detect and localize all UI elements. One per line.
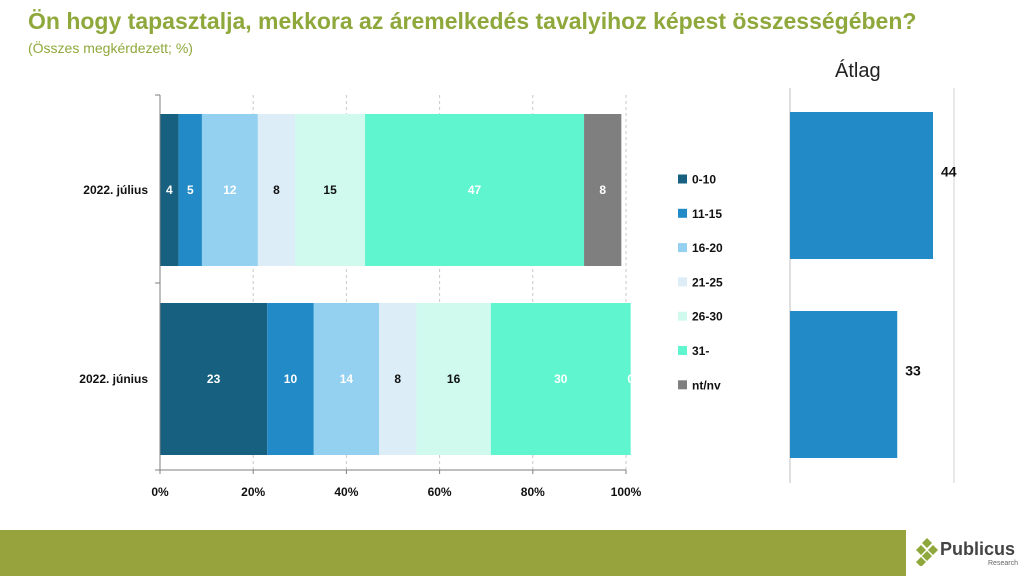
bar-segment [313,303,380,455]
bar-segment [201,114,258,266]
average-value-label: 44 [941,164,957,180]
bar-segment [490,303,631,455]
publicus-logo-wordmark: Publicus [940,539,1016,559]
legend-label: 31- [692,344,709,358]
bar-segment [160,114,179,266]
data-label: 23 [207,372,221,386]
bar-segment [267,303,314,455]
data-label: 10 [284,372,298,386]
average-chart-title: Átlag [835,60,881,82]
category-label: 2022. június [79,372,148,386]
legend-label: 0-10 [692,173,716,187]
legend-swatch [678,174,687,184]
footer-band [0,530,1024,576]
legend-swatch [678,208,687,218]
bar-segment [295,114,366,266]
x-tick-label: 40% [334,485,358,499]
bar-segment [365,114,585,266]
legend-swatch [678,346,687,355]
legend-label: 16-20 [692,241,723,255]
bar-segment [584,114,622,266]
x-tick-label: 80% [521,485,545,499]
data-label: 8 [273,183,280,197]
bar-segment [257,114,296,266]
legend-label: 21-25 [692,275,723,289]
data-label: 16 [447,372,461,386]
chart-subtitle: (Összes megkérdezett; %) [28,40,193,56]
data-label: 30 [554,372,568,386]
data-label: 14 [340,372,354,386]
bar-segment [178,114,202,266]
x-tick-label: 60% [428,485,452,499]
bar-segment [416,303,491,455]
publicus-logo: Publicus Research [906,530,1024,576]
data-label: 4 [166,183,173,197]
data-label: 15 [323,183,337,197]
data-label: 8 [599,183,606,197]
average-bar [790,112,933,259]
x-tick-label: 20% [241,485,265,499]
publicus-logo-mark [916,538,938,566]
legend-label: nt/nv [692,378,721,392]
publicus-logo-subtext: Research [988,560,1018,567]
legend-label: 11-15 [692,207,722,221]
legend-swatch [678,311,687,321]
average-bar [790,311,898,458]
data-label: 47 [468,183,482,197]
bar-segment [379,303,417,455]
bar-segment [160,303,268,455]
chart-title: Ön hogy tapasztalja, mekkora az áremelke… [28,8,917,34]
legend-label: 26-30 [692,310,723,324]
data-label: 0 [627,372,634,386]
data-label: 12 [223,183,237,197]
legend-swatch [678,243,687,253]
legend-swatch [678,380,687,390]
data-label: 5 [187,183,194,197]
data-label: 8 [394,372,401,386]
category-label: 2022. július [83,183,148,197]
legend-swatch [678,277,687,287]
x-tick-label: 0% [151,485,169,499]
x-tick-label: 100% [611,485,642,499]
average-value-label: 33 [905,363,921,379]
